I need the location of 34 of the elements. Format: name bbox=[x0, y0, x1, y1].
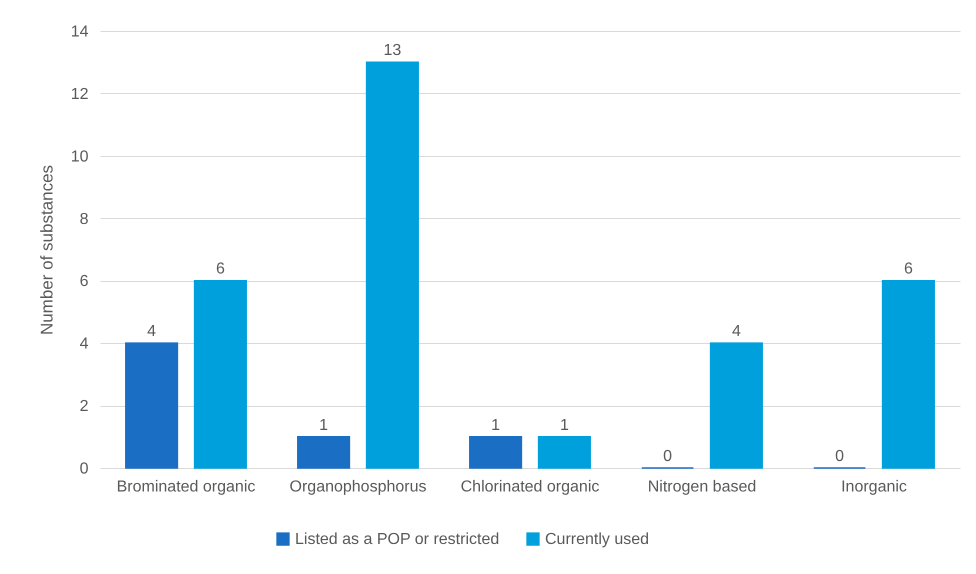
y-tick-label: 8 bbox=[80, 210, 89, 228]
y-tick-label: 14 bbox=[70, 24, 89, 40]
data-label: 4 bbox=[732, 323, 741, 340]
bar bbox=[366, 61, 419, 469]
legend-label: Currently used bbox=[545, 531, 650, 548]
bar bbox=[710, 342, 763, 469]
y-tick-label: 2 bbox=[80, 398, 89, 416]
bar bbox=[882, 280, 935, 469]
x-tick-label: Nitrogen based bbox=[648, 478, 756, 496]
y-tick-label: 0 bbox=[80, 460, 89, 478]
data-label: 1 bbox=[319, 416, 328, 434]
data-label: 1 bbox=[491, 416, 500, 434]
bar bbox=[125, 342, 178, 469]
data-label: 0 bbox=[835, 448, 844, 465]
bar bbox=[194, 280, 247, 469]
y-tick-label: 10 bbox=[70, 148, 89, 166]
data-label: 0 bbox=[663, 448, 672, 465]
data-label: 6 bbox=[904, 260, 913, 278]
x-tick-label: Chlorinated organic bbox=[460, 478, 600, 496]
x-tick-label: Brominated organic bbox=[116, 478, 256, 496]
legend-label: Listed as a POP or restricted bbox=[295, 531, 500, 548]
y-axis-title: Number of substances bbox=[38, 164, 57, 336]
x-tick-label: Inorganic bbox=[841, 478, 907, 496]
y-tick-label: 12 bbox=[70, 86, 89, 103]
data-label: 6 bbox=[216, 260, 225, 278]
bar bbox=[538, 436, 591, 469]
bar bbox=[469, 436, 522, 469]
bar bbox=[297, 436, 350, 469]
data-label: 1 bbox=[560, 416, 569, 434]
y-tick-label: 4 bbox=[80, 336, 89, 353]
x-tick-label: Organophosphorus bbox=[290, 478, 426, 496]
data-label: 13 bbox=[384, 42, 402, 60]
y-tick-label: 6 bbox=[80, 273, 89, 290]
data-label: 4 bbox=[147, 323, 156, 340]
